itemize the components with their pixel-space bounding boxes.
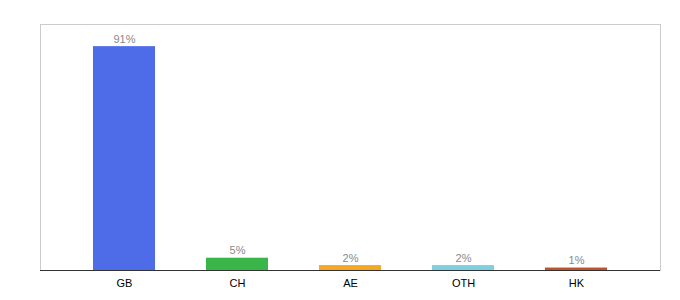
svg-text:2%: 2% [456,252,472,264]
svg-text:OTH: OTH [452,277,475,289]
svg-text:5%: 5% [230,244,246,256]
svg-text:GB: GB [117,277,133,289]
svg-text:1%: 1% [569,254,585,266]
svg-text:CH: CH [230,277,246,289]
svg-text:2%: 2% [343,252,359,264]
svg-text:HK: HK [569,277,585,289]
svg-text:AE: AE [343,277,358,289]
svg-text:91%: 91% [113,33,135,45]
